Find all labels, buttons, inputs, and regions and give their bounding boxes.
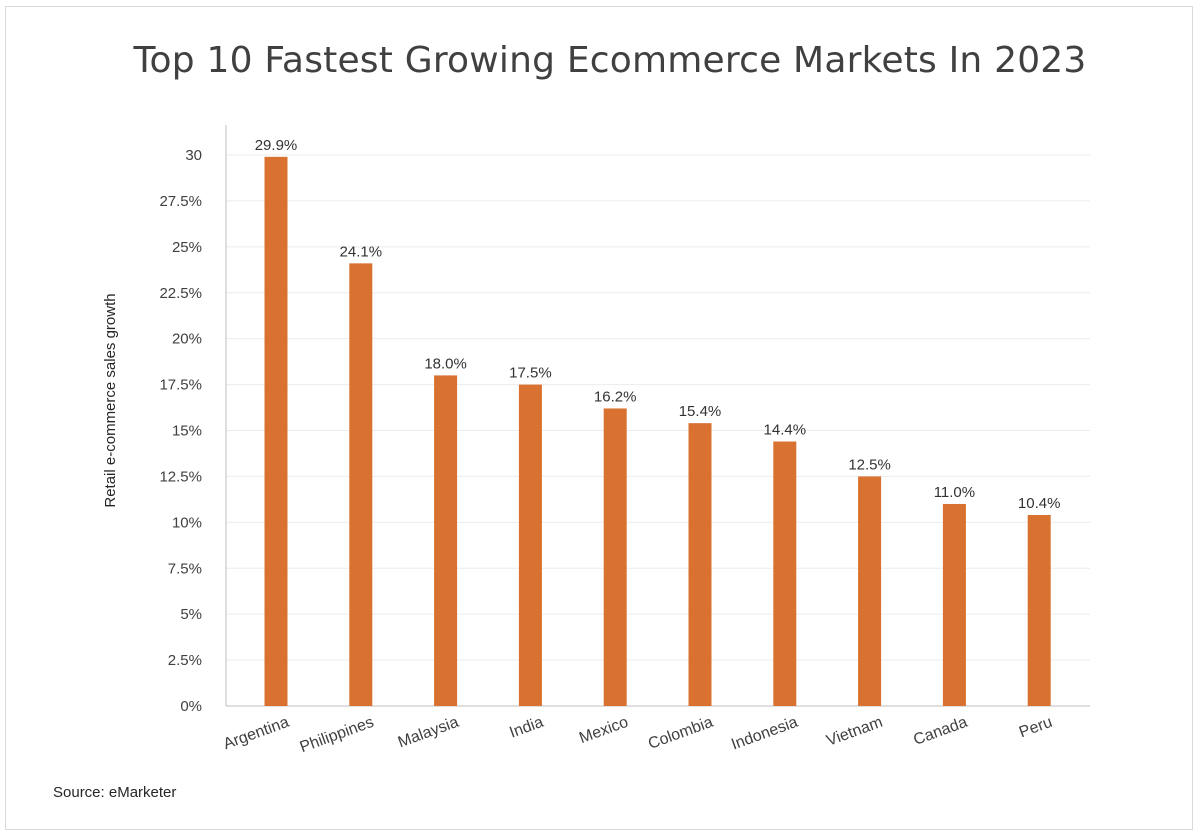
chart-title: Top 10 Fastest Growing Ecommerce Markets… [133, 40, 1087, 81]
chart-frame [5, 6, 1193, 830]
y-tick-label: 30 [185, 147, 202, 164]
data-label: 10.4% [1018, 495, 1061, 512]
y-tick-label: 17.5% [159, 377, 202, 394]
category-label: Colombia [646, 714, 715, 753]
bar-argentina [264, 156, 288, 706]
data-label: 24.1% [340, 243, 383, 260]
category-label: Canada [911, 714, 970, 749]
y-tick-label: 2.5% [168, 652, 202, 669]
bars [264, 156, 1051, 706]
y-tick-labels: 0% 2.5% 5% 7.5% 10% 12.5% 15% 17.5% 20% 22.5% 25% 2… [159, 147, 202, 715]
data-label: 11.0% [934, 484, 975, 501]
data-label: 14.4% [764, 422, 807, 439]
category-label: Philippines [298, 714, 377, 756]
y-tick-label: 0% [180, 698, 202, 715]
data-label: 15.4% [679, 403, 722, 420]
y-tick-label: 20% [172, 331, 202, 348]
category-label: Peru [1017, 714, 1055, 742]
y-tick-label: 7.5% [168, 560, 202, 577]
data-labels: 29.9% 24.1% 18.0% 17.5% 16.2% 15.4% 14.4% 12.5%… [255, 137, 1061, 512]
data-label: 12.5% [848, 456, 891, 473]
y-tick-label: 27.5% [159, 193, 202, 210]
bar-malaysia [434, 375, 458, 706]
category-label: Malaysia [396, 714, 461, 752]
source-note: Source: eMarketer [53, 784, 177, 801]
y-tick-label: 22.5% [159, 285, 202, 302]
data-label: 16.2% [594, 388, 637, 405]
category-label: India [507, 714, 546, 742]
bar-colombia [688, 423, 712, 706]
category-labels: Argentina Philippines Malaysia India Mexico C… [221, 714, 1054, 756]
y-tick-label: 15% [172, 423, 202, 440]
bar-peru [1027, 514, 1051, 706]
y-tick-label: 12.5% [159, 468, 202, 485]
data-label: 29.9% [255, 137, 298, 154]
category-label: Argentina [221, 714, 291, 753]
bar-mexico [603, 408, 627, 706]
category-label: Vietnam [824, 714, 885, 750]
data-label: 18.0% [424, 355, 467, 372]
bar-philippines [349, 263, 373, 706]
data-label: 17.5% [509, 365, 552, 382]
bar-india [518, 384, 542, 706]
y-tick-label: 25% [172, 239, 202, 256]
bar-vietnam [858, 476, 882, 706]
bar-canada [942, 503, 966, 706]
y-tick-label: 10% [172, 514, 202, 531]
y-tick-label: 5% [180, 606, 202, 623]
y-axis-label: Retail e-commerce sales growth [102, 293, 119, 507]
bar-indonesia [773, 441, 797, 706]
category-label: Mexico [577, 714, 631, 747]
category-label: Indonesia [729, 714, 800, 754]
